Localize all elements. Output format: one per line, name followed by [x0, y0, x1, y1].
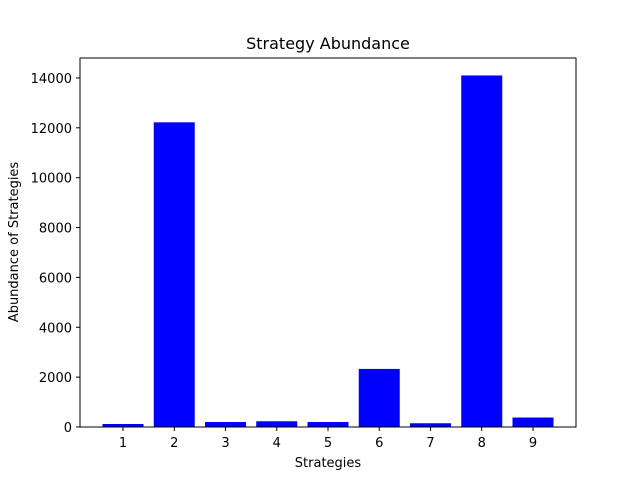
y-tick-label: 6000 [39, 271, 72, 286]
y-tick-label: 8000 [39, 222, 72, 237]
plot-frame [79, 57, 577, 428]
chart-title: Strategy Abundance [246, 34, 410, 53]
bar-8 [461, 75, 503, 427]
bars-group [102, 75, 554, 427]
x-tick-label: 5 [324, 436, 332, 451]
x-tick-label: 7 [426, 436, 434, 451]
y-tick-label: 0 [64, 421, 72, 436]
y-tick-label: 10000 [31, 172, 72, 187]
bar-4 [256, 421, 298, 427]
y-tick-label: 4000 [39, 321, 72, 336]
y-axis-ticks: 0 2000 4000 6000 8000 10000 12000 14000 [31, 72, 80, 436]
x-tick-label: 1 [119, 436, 127, 451]
y-tick-label: 14000 [31, 72, 72, 87]
bar-6 [358, 368, 400, 427]
x-tick-label: 6 [375, 436, 383, 451]
x-axis-label: Strategies [295, 456, 362, 471]
x-tick-label: 2 [170, 436, 178, 451]
bar-3 [205, 422, 246, 427]
y-tick-label: 12000 [31, 122, 72, 137]
x-tick-label: 8 [478, 436, 486, 451]
bar-1 [102, 424, 144, 427]
y-axis-label: Abundance of Strategies [7, 162, 22, 323]
bar-5 [307, 422, 349, 427]
x-tick-label: 4 [273, 436, 281, 451]
x-axis-ticks: 1 2 3 4 5 6 7 8 9 [119, 427, 537, 451]
bar-7 [410, 423, 451, 427]
bar-2 [153, 122, 195, 427]
x-tick-label: 3 [221, 436, 229, 451]
bar-9 [512, 417, 554, 427]
y-tick-label: 2000 [39, 371, 72, 386]
x-tick-label: 9 [529, 436, 537, 451]
